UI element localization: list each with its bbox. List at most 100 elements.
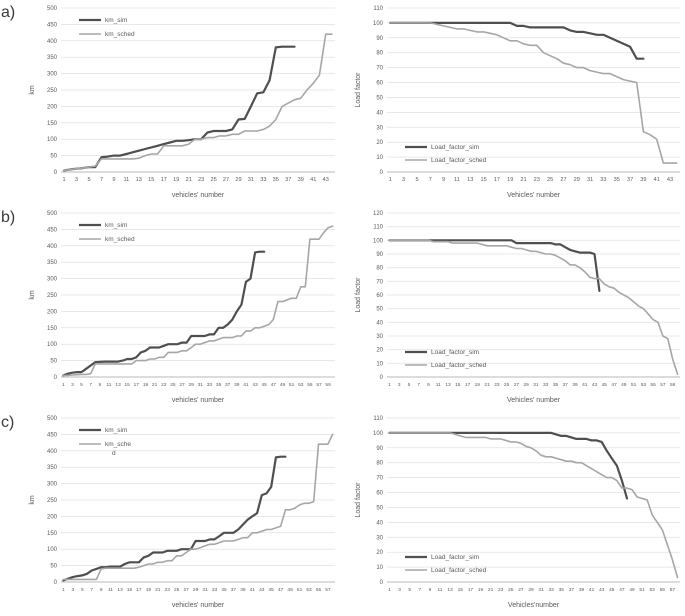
y-tick-label: 500 — [47, 211, 58, 217]
x-tick-label: 55 — [316, 587, 322, 593]
x-tick-label: 39 — [298, 177, 304, 183]
y-tick-label: 50 — [50, 154, 57, 160]
x-tick-label: 1 — [388, 382, 391, 388]
panel-row-b: b) 0 50 100 150 200 250 300 350 400 450 500 1 3 5 7 9 11… — [0, 205, 685, 410]
x-tick-label: 1 — [62, 587, 65, 593]
x-tick-label: 41 — [588, 587, 594, 593]
x-tick-label: 9 — [428, 587, 431, 593]
legend-label-Load_factor_sched: Load_factor_sched — [431, 362, 487, 369]
y-tick-label: 30 — [376, 125, 383, 131]
x-tick-label: 13 — [467, 177, 473, 183]
x-tick-label: 49 — [621, 382, 627, 388]
y-tick-label: 50 — [50, 359, 57, 365]
y-tick-label: 200 — [47, 514, 58, 520]
x-tick-label: 7 — [428, 177, 431, 183]
series-line-km_sched — [62, 225, 334, 377]
y-tick-label: 0 — [54, 580, 58, 586]
x-tick-label: 5 — [87, 177, 90, 183]
panel-row-c: c) 0 50 100 150 200 250 300 350 400 450 500 1 3 5 7 9 11… — [0, 410, 685, 615]
x-tick-label: 15 — [455, 382, 461, 388]
x-tick-label: 17 — [467, 587, 473, 593]
x-tick-label: 1 — [388, 177, 391, 183]
x-tick-label: 43 — [323, 177, 329, 183]
y-tick-label: 70 — [376, 476, 383, 482]
x-tick-label: 31 — [202, 587, 208, 593]
x-tick-label: 33 — [548, 587, 554, 593]
x-tick-label: 53 — [649, 587, 655, 593]
y-axis-title: km — [29, 290, 36, 300]
legend-label-km_sim: km_sim — [105, 222, 127, 229]
series-line-Load_factor_sched — [388, 432, 678, 579]
legend-label-km_sim: km_sim — [105, 17, 127, 24]
x-tick-label: 13 — [445, 382, 451, 388]
x-tick-label: 31 — [198, 382, 204, 388]
x-tick-label: 9 — [100, 587, 103, 593]
x-axis-title: vehicles' number — [172, 602, 225, 609]
y-tick-label: 250 — [47, 498, 58, 504]
y-tick-label: 10 — [376, 361, 383, 367]
legend-label-Load_factor_sim: Load_factor_sim — [431, 554, 479, 561]
x-tick-label: 57 — [669, 587, 675, 593]
x-tick-label: 25 — [210, 177, 216, 183]
y-axis-title: Load factor — [355, 277, 362, 313]
x-tick-label: 1 — [62, 382, 65, 388]
y-tick-label: 90 — [376, 36, 383, 42]
legend-label-km_sched: km_sched — [105, 31, 135, 38]
x-tick-label: 1 — [388, 587, 391, 593]
x-tick-label: 15 — [125, 382, 131, 388]
x-tick-label: 27 — [513, 382, 519, 388]
x-tick-label: 39 — [240, 587, 246, 593]
x-axis-title: Vehicles' number — [506, 192, 560, 199]
x-tick-label: 21 — [155, 587, 161, 593]
x-tick-label: 37 — [626, 177, 632, 183]
x-tick-label: 37 — [231, 587, 237, 593]
x-tick-label: 19 — [474, 382, 480, 388]
series-line-Load_factor_sched — [389, 22, 678, 164]
y-tick-label: 20 — [376, 348, 383, 354]
x-tick-label: 27 — [560, 177, 566, 183]
x-tick-label: 7 — [417, 382, 420, 388]
x-tick-label: 21 — [487, 587, 493, 593]
x-tick-label: 11 — [107, 382, 112, 388]
y-tick-label: 100 — [373, 21, 384, 27]
x-tick-label: 7 — [100, 177, 103, 183]
x-tick-label: 13 — [117, 587, 123, 593]
x-tick-label: 15 — [148, 177, 154, 183]
x-tick-label: 33 — [212, 587, 218, 593]
y-tick-label: 0 — [379, 580, 383, 586]
x-tick-label: 49 — [287, 587, 293, 593]
x-tick-label: 17 — [136, 587, 142, 593]
x-tick-label: 23 — [498, 587, 504, 593]
y-tick-label: 50 — [376, 506, 383, 512]
y-tick-label: 60 — [376, 81, 383, 87]
y-tick-label: 300 — [47, 72, 58, 78]
x-tick-label: 57 — [660, 382, 666, 388]
y-axis-title: Load factor — [355, 482, 362, 518]
x-tick-label: 31 — [248, 177, 254, 183]
y-tick-label: 80 — [376, 461, 383, 467]
series-line-Load_factor_sched — [388, 239, 678, 376]
x-axis-title: vehicles' number — [172, 192, 225, 199]
x-tick-label: 43 — [599, 587, 605, 593]
x-tick-label: 11 — [123, 177, 129, 183]
y-tick-label: 30 — [376, 334, 383, 340]
x-tick-label: 51 — [297, 587, 303, 593]
y-tick-label: 90 — [376, 252, 383, 258]
x-tick-label: 3 — [71, 587, 74, 593]
y-tick-label: 100 — [373, 238, 384, 244]
y-tick-label: 200 — [47, 104, 58, 110]
x-tick-label: 49 — [629, 587, 635, 593]
panel-label-b: b) — [1, 209, 16, 226]
x-tick-label: 59 — [670, 382, 676, 388]
y-tick-label: 100 — [373, 431, 384, 437]
y-tick-label: 40 — [376, 520, 383, 526]
y-tick-label: 50 — [376, 96, 383, 102]
y-tick-label: 150 — [47, 121, 58, 127]
x-tick-label: 3 — [397, 382, 400, 388]
x-tick-label: 55 — [659, 587, 665, 593]
x-tick-label: 47 — [611, 382, 617, 388]
